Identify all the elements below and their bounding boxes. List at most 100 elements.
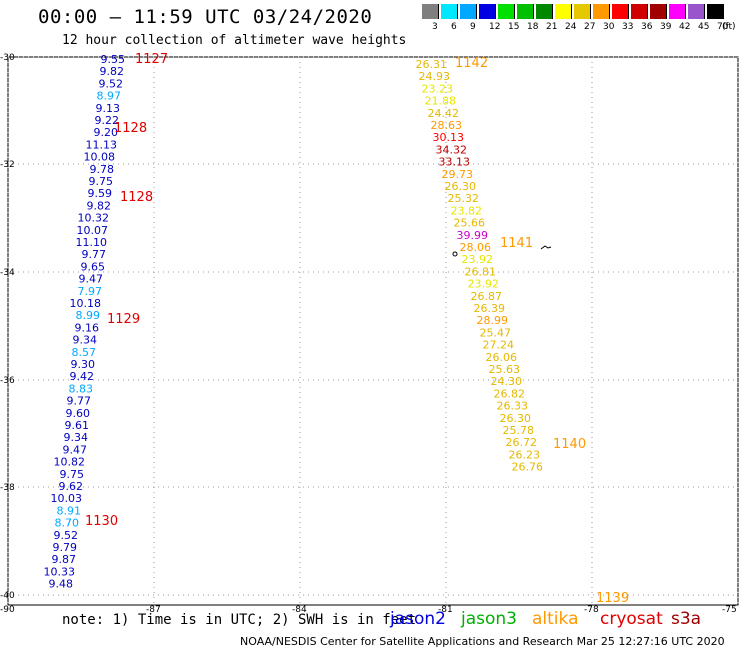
wave-height-value: 26.72 [506,436,538,449]
wave-height-value: 10.32 [78,212,110,225]
time-label: 1128 [114,121,147,136]
island-dot [452,251,458,257]
footer-note: note: 1) Time is in UTC; 2) SWH is in fe… [62,612,417,628]
wave-height-value: 9.75 [89,175,114,188]
wave-height-value: 9.52 [99,77,124,90]
time-label: 1128 [120,190,153,205]
wave-height-value: 9.78 [90,163,115,176]
wave-height-value: 24.30 [491,375,523,388]
wave-height-value: 28.06 [460,241,492,254]
wave-height-value: 8.70 [55,517,80,530]
scale-label: 3 [432,22,438,32]
track-values: 9.559.829.528.979.139.229.2011.1310.089.… [44,52,630,606]
wave-height-value: 33.13 [439,156,471,169]
latitude-label: -34 [0,268,15,278]
scale-swatch [460,4,477,19]
wave-height-value: 26.23 [509,448,541,461]
wave-height-value: 8.83 [69,382,94,395]
time-label: 1140 [553,437,586,452]
wave-height-value: 9.16 [75,321,100,334]
time-label: 1142 [455,56,488,71]
wave-height-value: 11.13 [86,138,118,151]
scale-swatch [688,4,705,19]
wave-height-value: 10.33 [44,565,76,578]
wave-height-value: 26.31 [416,58,448,71]
credit-line: NOAA/NESDIS Center for Satellite Applica… [240,635,725,648]
wave-height-value: 10.82 [54,456,86,469]
wave-height-value: 9.82 [100,65,125,78]
wave-height-value: 9.77 [67,395,92,408]
wave-height-value: 30.13 [433,131,465,144]
wave-height-value: 9.65 [81,260,106,273]
wave-height-value: 9.60 [66,407,91,420]
satellite-label: altika [532,609,579,629]
latitude-labels: -30 -32 -34 -36 -38 -40 [0,53,15,601]
wave-height-value: 25.32 [448,192,480,205]
scale-label: 39 [660,22,672,32]
wave-height-value: 28.99 [477,314,509,327]
wave-height-value: 28.63 [431,119,463,132]
scale-label: 18 [527,22,539,32]
longitude-label: -75 [722,605,737,615]
wave-height-value: 9.75 [60,468,85,481]
scale-swatch [650,4,667,19]
wave-height-value: 9.47 [63,443,88,456]
time-label: 1139 [596,591,629,606]
time-label: 1141 [500,236,533,251]
scale-swatch [479,4,496,19]
wave-height-value: 26.06 [486,351,518,364]
satellite-label: cryosat [600,609,663,629]
scale-label: 42 [679,22,691,32]
scale-swatch [536,4,553,19]
longitude-label: -90 [0,605,15,615]
scale-label: 15 [508,22,520,32]
latitude-label: -32 [0,160,15,170]
wave-height-value: 25.66 [454,217,486,230]
wave-height-value: 9.87 [52,553,77,566]
wave-height-value: 26.82 [494,387,526,400]
wave-height-value: 23.92 [462,253,494,266]
time-label: 1129 [107,312,140,327]
scale-swatch [612,4,629,19]
scale-label: 45 [698,22,710,32]
scale-label: 30 [603,22,615,32]
wave-height-value: 9.30 [71,358,96,371]
wave-height-value: 21.88 [425,95,457,108]
page-subtitle: 12 hour collection of altimeter wave hei… [62,33,407,48]
wave-height-value: 23.92 [468,278,500,291]
time-label: 1130 [85,514,118,529]
scale-label: 24 [565,22,577,32]
wave-height-value: 26.30 [500,412,532,425]
wave-height-value: 25.78 [503,424,535,437]
scale-label: 6 [451,22,457,32]
satellite-label: jason2 [390,609,446,629]
scale-label: 12 [489,22,501,32]
latitude-label: -36 [0,376,15,386]
time-label: 1127 [135,52,168,67]
wave-height-value: 7.97 [78,285,103,298]
wave-height-value: 9.55 [101,53,126,66]
scale-swatch [574,4,591,19]
scale-swatch [422,4,439,19]
latitude-label: -40 [0,591,15,601]
wave-height-value: 26.76 [512,461,544,474]
scale-swatch [555,4,572,19]
satellite-label: jason3 [461,609,517,629]
coastline-fragment [452,245,552,257]
scale-label: 70 [717,22,729,32]
wave-height-value: 10.18 [70,297,102,310]
wave-height-value: 26.39 [474,302,506,315]
longitude-labels: -90 -87 -84 -81 -78 -75 [0,605,737,615]
wave-height-value: 9.79 [53,541,78,554]
wave-height-value: 26.81 [465,265,497,278]
wave-height-value: 10.08 [84,151,116,164]
scale-label: 21 [546,22,558,32]
wave-height-value: 39.99 [457,229,489,242]
wave-height-value: 25.63 [489,363,521,376]
wave-height-value: 9.13 [96,102,121,115]
island-shape [540,245,552,250]
scale-label: 33 [622,22,634,32]
wave-height-value: 29.73 [442,168,474,181]
latitude-label: -38 [0,483,15,493]
wave-height-value: 9.22 [95,114,120,127]
